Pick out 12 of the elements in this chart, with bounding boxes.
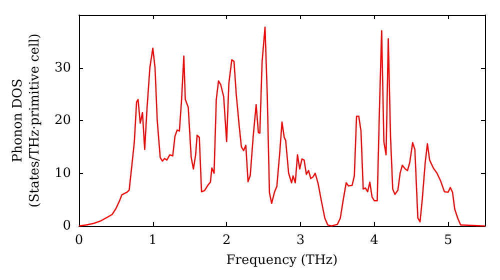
x-tick-label: 1: [148, 233, 157, 248]
x-tick-label: 5: [444, 233, 452, 248]
y-tick-label: 20: [54, 113, 71, 128]
x-tick-label: 4: [370, 233, 378, 248]
x-tick-label: 0: [74, 233, 84, 248]
y-tick-label: 10: [54, 166, 71, 181]
x-axis-title: Frequency (THz): [226, 252, 338, 268]
x-tick-label: 2: [222, 233, 231, 248]
y-tick-label: 0: [62, 218, 71, 234]
x-tick-label: 3: [296, 233, 305, 248]
y-tick-label: 30: [54, 60, 71, 76]
y-axis-title: Phonon DOS (States/THz·primitive cell): [10, 33, 43, 208]
